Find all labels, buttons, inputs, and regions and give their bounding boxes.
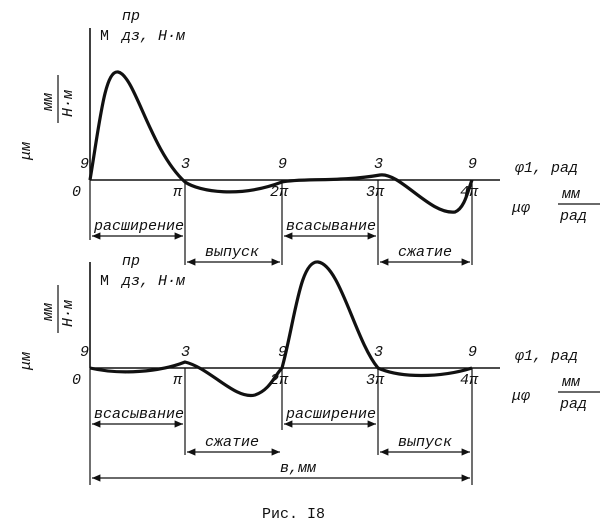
stroke-label: сжатие: [205, 434, 259, 451]
stroke-label: всасывание: [94, 406, 184, 423]
point-label: 9: [80, 156, 89, 173]
x-tick-label: 2π: [270, 184, 289, 201]
y-label-symbol: M: [100, 28, 109, 45]
x-scale-numerator: мм: [561, 374, 581, 391]
stroke-label: всасывание: [286, 218, 376, 235]
point-label: 3: [374, 156, 383, 173]
y-label-symbol: M: [100, 273, 109, 290]
scale-denominator: Н·м: [60, 299, 77, 327]
point-label: 3: [374, 344, 383, 361]
point-label: 3: [181, 344, 190, 361]
scale-denominator: Н·м: [60, 89, 77, 117]
x-scale-symbol: μφ: [511, 200, 530, 217]
stroke-label: расширение: [93, 218, 184, 235]
x-tick-label: 0: [72, 372, 81, 389]
point-label: 9: [278, 156, 287, 173]
y-label-superscript: пр: [122, 8, 140, 25]
y-label-subscript: дз, Н·м: [120, 273, 186, 290]
x-tick-label: 4π: [460, 372, 479, 389]
point-label: 9: [468, 156, 477, 173]
width-label: в,мм: [280, 460, 317, 477]
stroke-label: расширение: [285, 406, 376, 423]
x-scale-denominator: рад: [559, 208, 587, 225]
x-tick-label: 3π: [366, 372, 385, 389]
x-axis-label: φ1, рад: [515, 160, 578, 177]
x-scale-numerator: мм: [561, 186, 581, 203]
point-label: 9: [80, 344, 89, 361]
stroke-label: выпуск: [205, 244, 259, 261]
drawing: [88, 28, 500, 485]
x-tick-label: 4π: [460, 184, 479, 201]
scale-symbol: μм: [18, 351, 35, 371]
stroke-label: выпуск: [398, 434, 452, 451]
x-axis-label: φ1, рад: [515, 348, 578, 365]
scale-numerator: мм: [40, 92, 57, 112]
x-tick-label: 2π: [270, 372, 289, 389]
point-label: 9: [278, 344, 287, 361]
x-scale-denominator: рад: [559, 396, 587, 413]
y-label-subscript: дз, Н·м: [120, 28, 186, 45]
y-label-superscript: пр: [122, 253, 140, 270]
scale-numerator: мм: [40, 302, 57, 322]
x-tick-label: π: [173, 184, 183, 201]
scale-symbol: μм: [18, 141, 35, 161]
x-tick-label: 0: [72, 184, 81, 201]
point-label: 9: [468, 344, 477, 361]
caption: Рис. I8: [262, 506, 325, 523]
x-scale-symbol: μφ: [511, 388, 530, 405]
x-tick-label: 3π: [366, 184, 385, 201]
x-tick-label: π: [173, 372, 183, 389]
point-label: 3: [181, 156, 190, 173]
stroke-label: сжатие: [398, 244, 452, 261]
